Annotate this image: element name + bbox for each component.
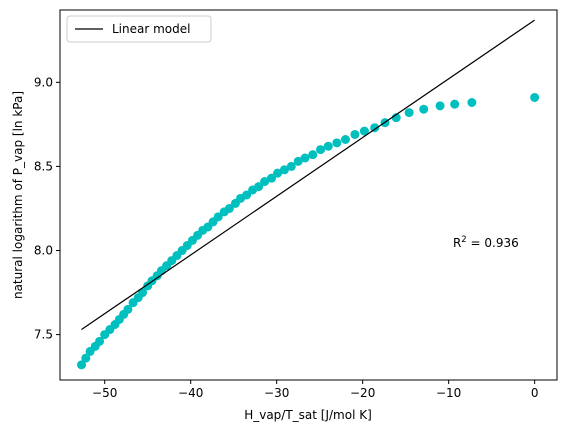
- x-axis: −50 −40 −30 −20 −10 0: [92, 380, 538, 400]
- x-tick-label: −20: [350, 386, 375, 400]
- plot-area: [60, 10, 557, 380]
- r-squared-value: = 0.936: [467, 236, 519, 250]
- scatter-point: [308, 150, 318, 160]
- scatter-point: [213, 212, 223, 222]
- y-axis-label: natural logarithm of P_vap [ln kPa]: [11, 91, 25, 299]
- r-squared-annotation: R2 = 0.936: [453, 235, 519, 250]
- r-squared-superscript: 2: [461, 235, 466, 245]
- legend-box: [66, 15, 212, 43]
- x-axis-label: H_vap/T_sat [J/mol K]: [244, 408, 372, 422]
- scatter-point: [391, 113, 401, 123]
- scatter-point: [273, 168, 283, 178]
- scatter-point: [95, 336, 105, 346]
- scatter-point: [242, 190, 252, 200]
- scatter-point: [81, 353, 91, 363]
- scatter-point: [316, 145, 326, 155]
- scatter-point: [530, 92, 540, 102]
- scatter-point: [404, 108, 414, 118]
- scatter-point: [323, 141, 333, 151]
- scatter-point: [267, 173, 277, 183]
- scatter-point: [76, 360, 86, 370]
- x-tick-label: −50: [92, 386, 117, 400]
- scatter-point: [467, 98, 477, 107]
- scatter-point: [254, 182, 264, 192]
- x-tick-label: −10: [436, 386, 461, 400]
- y-tick-label: 7.5: [34, 328, 53, 342]
- scatter-point: [260, 177, 270, 187]
- y-axis: 7.5 8.0 8.5 9.0: [34, 75, 60, 342]
- scatter-point: [359, 126, 369, 136]
- scatter-point: [435, 101, 445, 111]
- scatter-point: [340, 135, 350, 144]
- scatter-point: [370, 123, 380, 133]
- y-tick-label: 8.0: [34, 244, 53, 258]
- scatter-point: [350, 129, 360, 139]
- x-tick-label: 0: [531, 386, 539, 400]
- scatter-series: [76, 92, 540, 370]
- scatter-point: [419, 104, 429, 114]
- legend-label-linear-model: Linear model: [112, 22, 190, 36]
- scatter-point: [300, 153, 310, 163]
- x-tick-label: −40: [178, 386, 203, 400]
- y-tick-label: 8.5: [34, 159, 53, 173]
- scatter-point: [286, 161, 296, 171]
- y-tick-label: 9.0: [34, 75, 53, 89]
- scatter-point: [123, 304, 133, 314]
- scatter-point: [332, 138, 342, 148]
- scatter-point: [293, 156, 303, 166]
- scatter-point: [138, 288, 148, 298]
- plot-frame: [59, 9, 558, 381]
- scatter-point: [450, 99, 460, 109]
- legend: Linear model: [66, 15, 212, 43]
- scatter-point: [224, 203, 234, 213]
- r-squared-prefix: R: [453, 236, 461, 250]
- linear-model-series: [81, 19, 535, 331]
- x-tick-label: −30: [264, 386, 289, 400]
- scatter-point: [279, 165, 289, 175]
- linear-model-line: [81, 19, 535, 331]
